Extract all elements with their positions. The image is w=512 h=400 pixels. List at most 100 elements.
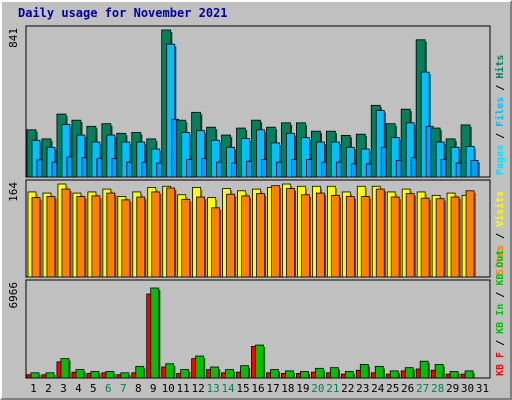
legend-top-0: Pages — [495, 145, 506, 175]
bar-files-26-shadow — [414, 124, 416, 177]
bar-sites-1-shadow — [40, 199, 42, 277]
bar-sites-24-shadow — [384, 191, 386, 277]
bar-sites-30-shadow — [474, 192, 476, 277]
bar-kb-in-9 — [150, 287, 160, 379]
bar-kb-in-27-shadow — [428, 363, 430, 378]
bar-sites-26 — [405, 193, 415, 278]
bar-kb-in-6-shadow — [113, 373, 116, 378]
bar-kb-in-24 — [374, 365, 384, 379]
day-label-30: 30 — [461, 382, 474, 395]
bar-kb-in-1 — [30, 372, 40, 379]
bar-files-4-shadow — [84, 137, 87, 177]
bar-files-12-shadow — [204, 132, 207, 177]
bar-kb-in-29 — [449, 371, 459, 379]
legend-top-4: Hits — [494, 55, 506, 79]
day-label-22: 22 — [341, 382, 354, 395]
bar-files-11-shadow — [189, 134, 192, 177]
bar-kb-in-17-shadow — [278, 371, 281, 378]
day-label-5: 5 — [90, 382, 97, 395]
bar-sites-17-shadow — [279, 187, 282, 277]
bar-kb-in-26-shadow — [413, 369, 415, 378]
legend-top-1: / — [495, 127, 506, 145]
bar-sites-1 — [31, 197, 41, 278]
day-label-18: 18 — [281, 382, 294, 395]
bar-sites-28-shadow — [444, 200, 446, 277]
day-label-28: 28 — [431, 382, 444, 395]
legend-top: Pages / Files / Hits — [494, 55, 506, 175]
bar-sites-6 — [106, 192, 116, 278]
max-label-middle: 164 — [7, 182, 20, 202]
max-label-bottom: 6966 — [7, 282, 20, 309]
bar-kb-in-5 — [90, 371, 100, 379]
legend-middle: Sites / Visits — [494, 191, 506, 275]
bar-kb-in-16-shadow — [263, 347, 266, 378]
bar-files-15-shadow — [249, 140, 252, 177]
bar-sites-12-shadow — [204, 199, 207, 277]
bar-kb-in-18 — [285, 370, 294, 379]
bar-sites-21 — [330, 194, 340, 278]
bar-kb-in-16 — [255, 344, 264, 379]
bar-kb-in-2-shadow — [53, 374, 56, 378]
bar-sites-5 — [91, 195, 101, 278]
bar-sites-19 — [301, 194, 310, 278]
bar-sites-23 — [360, 196, 370, 278]
bar-kb-in-21 — [329, 367, 339, 379]
bar-sites-14 — [226, 193, 235, 278]
bar-sites-5-shadow — [99, 197, 102, 277]
day-label-14: 14 — [221, 382, 235, 395]
bar-files-13-shadow — [219, 142, 222, 177]
bar-sites-11-shadow — [189, 201, 192, 277]
bar-kb-in-15-shadow — [248, 367, 251, 378]
legend-top-3: / — [495, 79, 506, 97]
bar-kb-in-15 — [240, 365, 249, 379]
day-label-23: 23 — [356, 382, 369, 395]
bar-sites-12 — [196, 196, 206, 278]
bar-kb-in-8 — [135, 365, 145, 379]
bar-sites-22 — [345, 196, 355, 278]
bar-kb-in-17 — [270, 369, 279, 379]
day-label-4: 4 — [75, 382, 82, 395]
bar-sites-24 — [375, 188, 385, 278]
bar-sites-8-shadow — [144, 199, 147, 277]
bar-kb-in-29-shadow — [458, 373, 460, 378]
bar-kb-in-30 — [464, 370, 474, 379]
day-label-27: 27 — [416, 382, 429, 395]
bar-sites-17 — [271, 185, 280, 278]
day-label-2: 2 — [45, 382, 52, 395]
day-label-20: 20 — [311, 382, 324, 395]
bar-files-17-shadow — [279, 144, 282, 177]
day-label-1: 1 — [30, 382, 37, 395]
bar-sites-27-shadow — [429, 200, 431, 277]
bar-kb-in-25-shadow — [398, 372, 400, 378]
bar-sites-15-shadow — [249, 197, 252, 277]
day-label-10: 10 — [162, 382, 175, 395]
bar-sites-4 — [76, 196, 86, 278]
bar-files-18-shadow — [294, 135, 297, 177]
bar-files-16-shadow — [264, 131, 267, 177]
bar-kb-in-7-shadow — [128, 374, 131, 378]
bar-kb-in-20 — [314, 367, 324, 379]
bar-sites-16 — [256, 193, 265, 278]
day-label-26: 26 — [401, 382, 414, 395]
bar-sites-20 — [315, 192, 325, 278]
bar-kb-in-23 — [359, 364, 369, 379]
bar-kb-in-10-shadow — [173, 365, 176, 378]
bar-sites-26-shadow — [414, 195, 416, 277]
bar-sites-10 — [166, 187, 176, 278]
bar-kb-in-13 — [210, 366, 220, 379]
bar-kb-in-26 — [404, 367, 414, 379]
bar-files-7-shadow — [129, 144, 132, 177]
day-label-3: 3 — [60, 382, 67, 395]
bar-sites-3-shadow — [69, 191, 72, 277]
bar-kb-in-10 — [165, 363, 175, 379]
bar-pages-30-shadow — [478, 162, 480, 177]
bar-kb-in-14 — [225, 369, 234, 379]
bar-sites-2-shadow — [54, 198, 57, 277]
bar-kb-in-23-shadow — [368, 366, 370, 378]
bar-kb-in-4 — [75, 369, 85, 379]
bar-sites-22-shadow — [354, 198, 356, 277]
bar-kb-in-19-shadow — [308, 373, 311, 378]
day-label-16: 16 — [251, 382, 264, 395]
bar-kb-in-13-shadow — [218, 369, 221, 378]
